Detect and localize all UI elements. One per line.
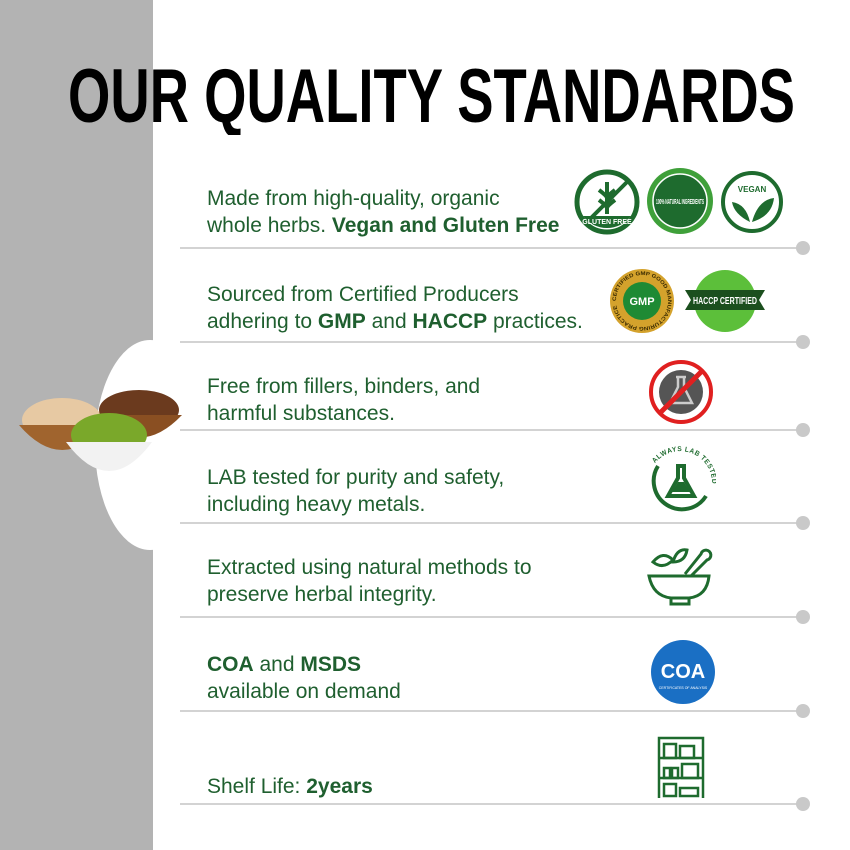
row-text-line2: whole herbs. Vegan and Gluten Free	[207, 212, 559, 239]
row-text-line1: COA and MSDS	[207, 651, 401, 678]
haccp-certified-icon: HACCP CERTIFIED	[685, 270, 765, 332]
vegan-label: VEGAN	[738, 185, 767, 194]
divider-dot	[796, 797, 810, 811]
divider	[180, 710, 800, 712]
divider	[180, 803, 800, 805]
text: whole herbs.	[207, 214, 332, 237]
haccp-badge-label: HACCP CERTIFIED	[693, 296, 757, 307]
row-coa-text: COA and MSDS available on demand	[207, 651, 401, 705]
bold-text: GMP	[317, 310, 366, 333]
row-text-line1: Made from high-quality, organic	[207, 187, 500, 210]
text: adhering to	[207, 310, 318, 333]
bold-text: COA	[207, 653, 254, 676]
divider-dot	[796, 704, 810, 718]
divider-dot	[796, 516, 810, 530]
row-fillers-text: Free from fillers, binders, and harmful …	[207, 373, 480, 427]
row-text-line2: harmful substances.	[207, 402, 395, 425]
row-text-line2: available on demand	[207, 680, 401, 703]
divider-dot	[796, 423, 810, 437]
row-text-line2: adhering to GMP and HACCP practices.	[207, 308, 583, 335]
lab-tested-icon: ALWAYS LAB TESTED	[651, 446, 716, 512]
bold-text: Vegan and Gluten Free	[331, 214, 560, 237]
bold-text: 2years	[306, 775, 373, 798]
bold-text: HACCP	[412, 310, 488, 333]
svg-text:GMP: GMP	[629, 296, 654, 308]
divider	[180, 616, 800, 618]
row-text-line1: Free from fillers, binders, and	[207, 375, 481, 398]
divider	[180, 429, 800, 431]
no-chemicals-icon	[649, 360, 713, 424]
text: practices.	[487, 310, 583, 333]
divider	[180, 341, 800, 343]
text: and	[253, 653, 301, 676]
coa-badge-label: COA	[661, 661, 705, 683]
natural-label: 100% NATURAL INGREDIENTS	[656, 199, 704, 206]
divider-dot	[796, 610, 810, 624]
mortar-pestle-icon	[647, 548, 713, 606]
coa-icon: COA CERTIFICATES OF ANALYSIS	[651, 640, 715, 704]
coa-badge-sublabel: CERTIFICATES OF ANALYSIS	[659, 686, 708, 690]
row-natural-methods-text: Extracted using natural methods to prese…	[207, 554, 532, 608]
bold-text: MSDS	[300, 653, 362, 676]
row-text-line1: Extracted using natural methods to	[207, 556, 532, 579]
page-title: OUR QUALITY STANDARDS	[68, 54, 795, 135]
gluten-free-icon: GLUTEN FREE	[574, 169, 640, 235]
shelf-icon	[657, 736, 705, 798]
text: Shelf Life:	[207, 775, 307, 798]
natural-ingredients-icon: 100% NATURAL INGREDIENTS	[647, 168, 713, 234]
vegan-icon: VEGAN	[721, 171, 783, 233]
divider-dot	[796, 335, 810, 349]
row-lab-tested-text: LAB tested for purity and safety, includ…	[207, 464, 504, 518]
herbal-powder-bowls-image	[19, 390, 182, 471]
row-text-line1: Sourced from Certified Producers	[207, 283, 519, 306]
row-text-line2: including heavy metals.	[207, 493, 426, 516]
text: and	[365, 310, 413, 333]
row-vegan-text: Made from high-quality, organic whole he…	[207, 185, 559, 239]
row-text-line2: preserve herbal integrity.	[207, 583, 437, 606]
page-title-wrap: OUR QUALITY STANDARDS	[68, 54, 795, 135]
gmp-certified-icon: GMP CERTIFIED GMP GOOD MANUFACTURING PRA…	[610, 269, 674, 333]
divider-dot	[796, 241, 810, 255]
divider	[180, 247, 800, 249]
row-shelf-life-text: Shelf Life: 2years	[207, 773, 373, 800]
divider	[180, 522, 800, 524]
gluten-free-label: GLUTEN FREE	[582, 219, 632, 226]
row-text-line1: LAB tested for purity and safety,	[207, 466, 505, 489]
row-gmp-text: Sourced from Certified Producers adherin…	[207, 281, 583, 335]
